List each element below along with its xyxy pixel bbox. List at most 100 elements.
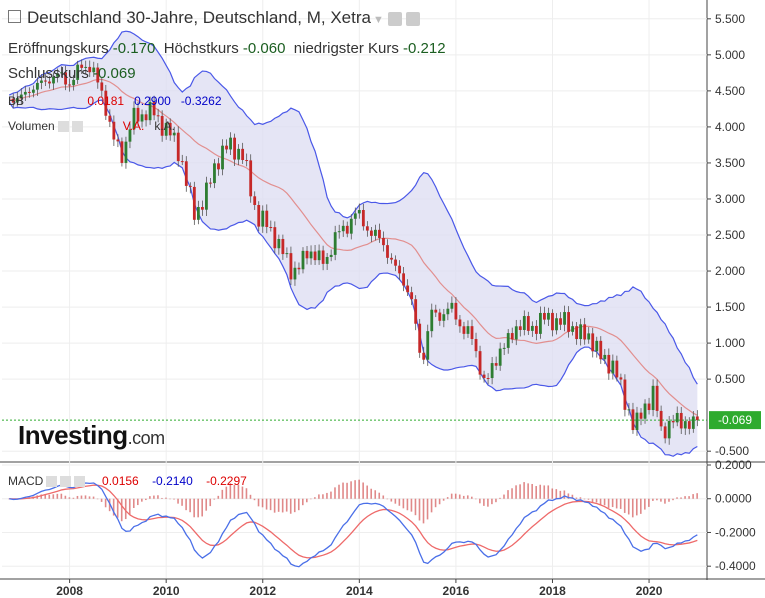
macd-histogram-bar — [551, 488, 554, 499]
macd-histogram-bar — [229, 483, 232, 499]
time-tick-label: 2016 — [443, 584, 470, 598]
macd-histogram-bar — [249, 494, 252, 499]
candle-body — [112, 121, 116, 140]
candle-body — [647, 403, 651, 411]
candle-body — [555, 318, 558, 331]
macd-histogram-bar — [579, 497, 582, 499]
macd-histogram-bar — [64, 495, 67, 499]
candle-body — [623, 379, 627, 410]
price-tick-label: 3.500 — [715, 156, 745, 170]
price-tick-label: 5.000 — [715, 48, 745, 62]
collapse-box-icon[interactable] — [8, 10, 21, 24]
candle-body — [510, 333, 514, 340]
macd-histogram-bar — [265, 498, 268, 510]
candle-body — [530, 325, 534, 331]
settings-gear-icon[interactable] — [405, 11, 420, 26]
macd-histogram-bar — [301, 498, 304, 506]
macd-histogram-bar — [676, 497, 678, 499]
macd-histogram-bar — [318, 494, 320, 499]
macd-histogram-bar — [382, 495, 385, 499]
macd-eye-icon[interactable] — [46, 476, 58, 488]
price-tick-label: 2.000 — [715, 264, 745, 278]
candle-body — [349, 218, 353, 234]
macd-histogram-bar — [531, 483, 533, 499]
candle-body — [422, 352, 426, 360]
low-value: -0.212 — [403, 40, 446, 57]
candle-body — [305, 250, 309, 259]
macd-histogram-bar — [330, 491, 332, 499]
macd-histogram-bar — [535, 486, 537, 499]
open-label: Eröffnungskurs — [8, 40, 109, 57]
candle-body — [563, 312, 566, 325]
bollinger-upper-line — [8, 30, 698, 385]
macd-histogram-bar — [503, 494, 505, 499]
candle-body — [450, 302, 454, 309]
candle-body — [494, 363, 498, 366]
macd-histogram-bar — [281, 498, 284, 513]
macd-histogram-bar — [696, 493, 698, 499]
macd-histogram-bar — [225, 486, 228, 499]
price-tick-label: 4.000 — [715, 120, 745, 134]
candle-body — [382, 237, 385, 246]
macd-indicator-legend[interactable]: MACD 0.0156 -0.2140 -0.2297 — [8, 474, 247, 488]
candle-body — [281, 238, 285, 255]
volume-settings-icon[interactable] — [57, 121, 69, 133]
macd-histogram-bar — [261, 498, 264, 508]
candle-body — [591, 333, 595, 352]
macd-histogram-bar — [185, 498, 187, 511]
macd-histogram-bar — [406, 498, 409, 511]
macd-histogram-bar — [358, 479, 360, 499]
candle-body — [607, 354, 611, 374]
candle-body — [261, 210, 265, 227]
macd-histogram-bar — [442, 498, 445, 501]
macd-histogram-bar — [583, 498, 586, 500]
candle-body — [124, 141, 128, 163]
macd-histogram-bar — [414, 498, 417, 516]
macd-histogram-bar — [475, 498, 477, 500]
candle-body — [470, 326, 474, 340]
macd-histogram-bar — [567, 493, 570, 499]
candle-body — [265, 210, 269, 228]
brand-name: Investing — [18, 420, 128, 450]
volume-indicator-legend[interactable]: Volumen V.A. k.A. — [8, 119, 175, 133]
candle-body — [361, 209, 365, 227]
macd-histogram-bar — [527, 483, 529, 499]
macd-histogram-bar — [217, 495, 220, 499]
candle-body — [695, 416, 699, 421]
candle-body — [378, 229, 381, 238]
candle-body — [96, 67, 100, 83]
candle-body — [506, 333, 510, 348]
brand-suffix: .com — [127, 428, 166, 448]
macd-histogram-bar — [52, 494, 55, 499]
candle-body — [249, 160, 253, 197]
macd-histogram-bar — [137, 498, 139, 506]
macd-histogram-bar — [523, 482, 525, 499]
candle-body — [434, 309, 438, 313]
macd-histogram-bar — [322, 494, 324, 499]
candle-body — [36, 82, 39, 90]
candle-body — [655, 385, 659, 411]
candle-body — [301, 250, 305, 270]
time-tick-label: 2012 — [249, 584, 276, 598]
macd-histogram-bar — [595, 498, 598, 503]
visibility-icon[interactable] — [387, 11, 402, 26]
ohlc-readout: Eröffnungskurs -0.170 Höchstkurs -0.060 … — [8, 40, 446, 57]
candle-body — [237, 148, 241, 160]
candle-body — [184, 161, 188, 186]
chart-title: Deutschland 30-Jahre, Deutschland, M, Xe… — [27, 8, 371, 27]
volume-close-icon[interactable] — [71, 121, 83, 133]
macd-histogram-bar — [499, 497, 501, 499]
macd-settings-icon[interactable] — [60, 476, 72, 488]
dropdown-triangle-icon[interactable]: ▼ — [372, 14, 384, 26]
bb-indicator-legend[interactable]: BB 0.0181 0.2900 -0.3262 — [8, 94, 222, 108]
price-tick-label: 1.500 — [715, 300, 745, 314]
macd-close-icon[interactable] — [74, 476, 86, 488]
macd-histogram-bar — [257, 498, 260, 507]
macd-histogram-bar — [563, 490, 566, 499]
candle-body — [19, 94, 23, 99]
candle-body — [64, 72, 67, 85]
candle-body — [56, 73, 59, 77]
candle-body — [559, 318, 562, 325]
macd-histogram-bar — [181, 498, 183, 506]
